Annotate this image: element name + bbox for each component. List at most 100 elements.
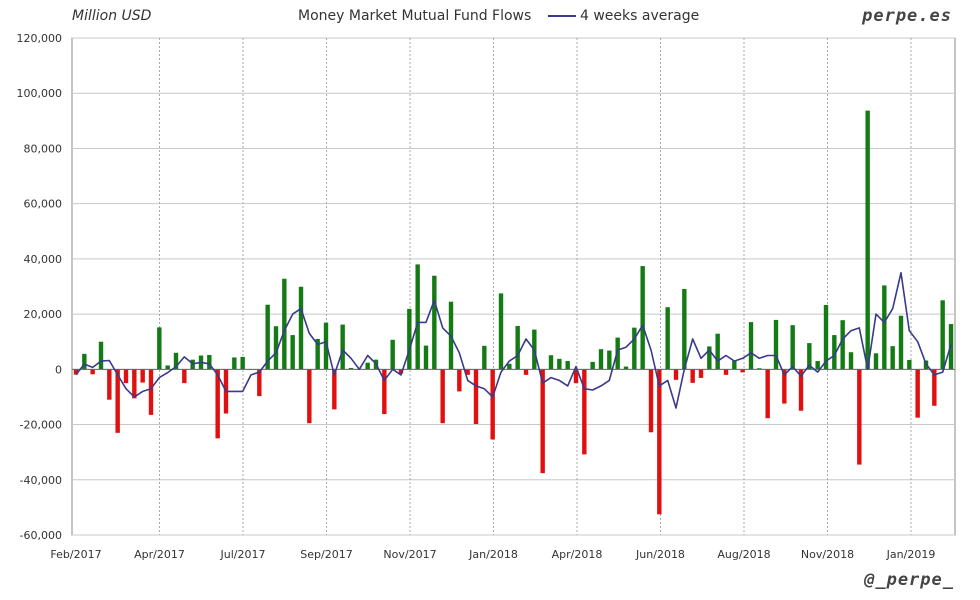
- credit-watermark: @_perpe_: [864, 570, 954, 590]
- flow-bar: [423, 345, 429, 370]
- x-tick-label: Apr/2018: [552, 548, 603, 561]
- flow-bar: [857, 369, 862, 465]
- flow-bar: [823, 304, 829, 370]
- flow-bar: [673, 369, 679, 380]
- x-tick-label: Apr/2017: [134, 548, 185, 561]
- flow-bar: [765, 369, 770, 419]
- flow-bar: [215, 369, 220, 439]
- flow-bar: [940, 300, 945, 370]
- flow-bar: [715, 333, 720, 370]
- flow-bar: [240, 356, 245, 370]
- flow-bar: [690, 369, 695, 383]
- flow-bar: [840, 320, 845, 370]
- flow-bar: [582, 369, 587, 455]
- flow-bar: [323, 322, 329, 370]
- flow-bar: [173, 352, 179, 370]
- flow-bar: [640, 266, 645, 370]
- flow-bar: [148, 369, 154, 415]
- x-tick-label: Nov/2017: [383, 548, 436, 561]
- flow-bar: [490, 369, 495, 440]
- flow-bar: [365, 362, 370, 370]
- flow-bar: [73, 369, 79, 375]
- x-tick-label: Aug/2018: [717, 548, 770, 561]
- flow-bar: [798, 369, 804, 411]
- flow-bar: [740, 369, 745, 373]
- flow-bar: [298, 286, 304, 370]
- flow-bar: [132, 369, 137, 399]
- flow-bar: [873, 353, 879, 370]
- flow-bar: [732, 361, 737, 370]
- flow-bar: [315, 338, 320, 370]
- flow-bar: [257, 369, 262, 397]
- y-tick-label: 100,000: [17, 87, 63, 100]
- flow-bar: [598, 349, 604, 370]
- flow-bar: [507, 363, 512, 370]
- flow-bar: [915, 369, 920, 418]
- flow-bar: [832, 335, 837, 370]
- x-tick-label: Jan/2018: [468, 548, 518, 561]
- flow-bar: [723, 369, 729, 375]
- x-tick-label: Jan/2019: [886, 548, 936, 561]
- x-tick-label: Sep/2017: [300, 548, 352, 561]
- legend: 4 weeks average: [548, 8, 699, 24]
- flow-bar: [898, 315, 904, 370]
- flow-bar: [207, 354, 212, 370]
- flow-bar: [382, 369, 387, 415]
- flow-bar: [473, 369, 479, 425]
- flow-bar: [457, 369, 462, 392]
- flow-bar: [548, 355, 554, 370]
- x-tick-label: Jul/2017: [220, 548, 266, 561]
- flow-bar: [390, 339, 395, 370]
- flow-bar: [140, 369, 145, 383]
- flow-bar: [398, 369, 404, 374]
- flow-bar: [290, 335, 295, 370]
- flow-bar: [932, 369, 937, 406]
- flow-bar: [348, 367, 354, 370]
- four-week-average-line: [75, 271, 952, 409]
- flow-bar: [565, 361, 570, 370]
- flow-bar: [265, 304, 270, 370]
- flow-bar: [340, 324, 345, 370]
- flow-bar: [757, 368, 762, 370]
- y-tick-label: 40,000: [24, 253, 63, 266]
- flow-bar: [332, 369, 337, 410]
- flow-bar: [98, 341, 104, 370]
- flow-bar: [623, 366, 629, 370]
- y-tick-label: 20,000: [24, 308, 63, 321]
- flow-bar: [865, 110, 870, 370]
- flow-bar: [807, 343, 812, 370]
- flow-bar: [665, 307, 670, 370]
- plot-area: [71, 37, 956, 536]
- y-tick-label: 0: [55, 363, 62, 376]
- flow-bar: [632, 327, 637, 370]
- flow-bar: [90, 369, 95, 375]
- flow-bar: [773, 319, 779, 370]
- flow-bar: [848, 352, 854, 370]
- legend-line-swatch: [548, 15, 576, 17]
- flow-bar: [157, 327, 162, 370]
- y-tick-label: 80,000: [24, 142, 63, 155]
- flow-bar: [682, 288, 687, 370]
- y-tick-label: 60,000: [24, 198, 63, 211]
- flow-bar: [273, 326, 279, 370]
- flow-bar: [573, 369, 579, 384]
- flow-bar: [440, 369, 445, 424]
- flow-bar: [882, 285, 887, 370]
- flow-bar: [890, 346, 895, 370]
- unit-label: Million USD: [72, 8, 152, 24]
- flow-bar: [415, 264, 420, 370]
- flow-bar: [123, 369, 129, 384]
- flow-bar: [407, 308, 412, 370]
- y-tick-label: -40,000: [20, 474, 62, 487]
- flow-bar: [815, 361, 820, 370]
- flow-bar: [557, 358, 562, 370]
- flow-bar: [232, 357, 237, 370]
- flow-bar: [165, 365, 170, 370]
- x-tick-label: Nov/2018: [801, 548, 854, 561]
- flow-bar: [515, 325, 520, 370]
- flow-bar: [607, 350, 612, 370]
- y-tick-label: -20,000: [20, 419, 62, 432]
- flow-bar: [465, 369, 470, 375]
- x-tick-label: Feb/2017: [50, 548, 101, 561]
- flow-bar: [615, 337, 620, 370]
